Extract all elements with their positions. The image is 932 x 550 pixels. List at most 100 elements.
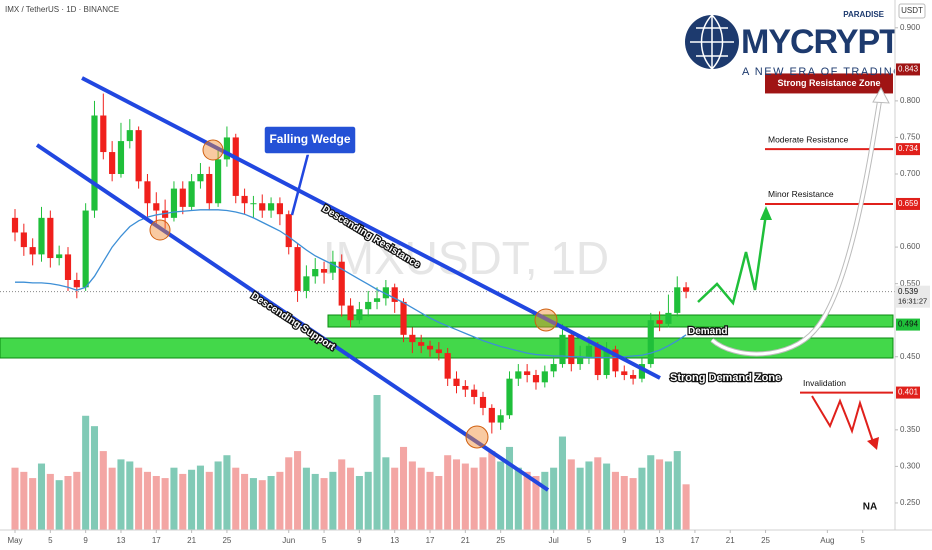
candle-body: [285, 214, 292, 248]
volume-bar: [20, 471, 28, 530]
x-tick-label: 13: [117, 536, 126, 545]
volume-bar: [285, 457, 293, 530]
y-tick-label: 0.900: [900, 23, 921, 32]
volume-bar: [505, 446, 514, 530]
y-tick-label: 0.550: [900, 279, 921, 288]
axis-layer: 0.900 0.800 0.750 0.700 0.600 0.550 0.450 0.350…: [7, 23, 930, 545]
x-tick-label: 9: [83, 536, 88, 545]
candle-body: [109, 152, 116, 174]
curve-path: [711, 97, 882, 356]
candle-body: [550, 364, 557, 372]
volume-bar: [11, 467, 19, 530]
candle-body: [320, 269, 328, 273]
price-tag-label: 0.494: [898, 320, 919, 329]
candle-body: [162, 210, 169, 218]
volume-bar: [532, 476, 540, 530]
candle-body: [577, 356, 584, 365]
candle-body: [29, 247, 36, 255]
volume-bar: [37, 463, 46, 530]
volume-bar: [355, 476, 363, 530]
volume-bar: [656, 459, 664, 530]
volume-bar: [594, 457, 602, 530]
candle-body: [215, 159, 222, 204]
volume-bar: [214, 461, 222, 530]
candle-body: [638, 364, 646, 379]
na-label: NA: [863, 502, 877, 513]
volume-bar: [46, 473, 54, 530]
callout-text: Falling Wedge: [269, 132, 350, 146]
level-label: Invalidation: [803, 378, 846, 388]
volume-bar: [161, 478, 169, 530]
price-tag-label: 0.734: [898, 144, 919, 153]
volume-bar: [170, 467, 178, 530]
volume-bar: [143, 471, 151, 530]
logo-tag: PARADISE: [843, 10, 884, 19]
x-tick-label: 17: [690, 536, 699, 545]
x-tick-label: 13: [655, 536, 664, 545]
candle-body: [382, 287, 389, 299]
volume-bar: [576, 467, 584, 530]
volume-bar: [55, 480, 63, 530]
x-tick-label: 21: [726, 536, 735, 545]
volume-bar: [444, 455, 452, 530]
volume-bar: [108, 467, 116, 530]
candle-body: [294, 247, 301, 291]
candle-body: [453, 378, 460, 386]
currency-box: [898, 3, 926, 19]
touch-circle: [534, 308, 558, 332]
x-tick-label: 21: [461, 536, 470, 545]
volume-bar: [267, 476, 275, 530]
price-tag: [896, 197, 920, 210]
volume-bar: [90, 426, 99, 530]
x-tick-label: 17: [152, 536, 161, 545]
volume-bar: [364, 471, 372, 530]
volume-bar: [417, 467, 425, 530]
candle-body: [471, 389, 478, 397]
y-tick-label: 0.250: [900, 498, 921, 507]
volume-bar: [347, 467, 355, 530]
candle-body: [11, 217, 19, 233]
x-tick-label: 17: [426, 536, 435, 545]
y-tick-label: 0.300: [900, 462, 921, 471]
volume-bar: [514, 467, 522, 530]
demand-label: Demand: [688, 326, 727, 337]
x-tick-label: 5: [587, 536, 592, 545]
level-label: Moderate Resistance: [768, 134, 849, 144]
x-tick-label: 25: [761, 536, 770, 545]
countdown: 16:31:27: [898, 297, 927, 306]
volume-bar: [629, 478, 637, 530]
volume-bar: [488, 451, 496, 530]
logo-slogan: A NEW ERA OF TRADING: [742, 66, 903, 78]
candle-body: [356, 309, 363, 321]
candle-body: [612, 349, 619, 372]
volume-bar: [682, 484, 690, 530]
candle-body: [418, 342, 425, 346]
price-tag-label: 0.539: [898, 287, 919, 296]
candle-body: [603, 349, 610, 376]
candle-body: [674, 287, 681, 313]
candle-body: [515, 371, 522, 379]
volume-bar: [664, 461, 672, 530]
candle-body: [682, 287, 690, 292]
candle-body: [188, 181, 195, 207]
candle-body: [303, 276, 310, 291]
currency: USDT: [901, 6, 923, 15]
touch-circle: [465, 425, 489, 449]
x-tick-label: 9: [622, 536, 627, 545]
volume-bar: [391, 467, 399, 530]
candle-body: [524, 371, 531, 376]
volume-bar: [258, 480, 266, 530]
volume-bar: [82, 415, 90, 530]
candle-body: [647, 320, 654, 365]
volume-bar: [73, 471, 81, 530]
arrow-head: [872, 86, 890, 104]
price-tag: [896, 63, 920, 76]
volume-bar: [135, 467, 143, 530]
candle-body: [594, 345, 601, 376]
candle-body: [241, 195, 248, 204]
bull-path: [697, 213, 768, 306]
candle-body: [135, 130, 142, 182]
candle-body: [462, 385, 469, 390]
x-tick-label: 25: [496, 536, 505, 545]
candle-body: [100, 115, 107, 153]
